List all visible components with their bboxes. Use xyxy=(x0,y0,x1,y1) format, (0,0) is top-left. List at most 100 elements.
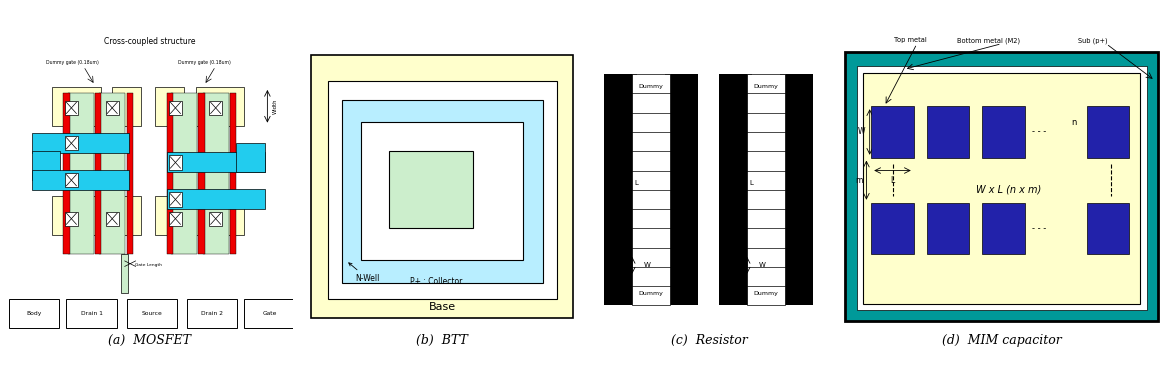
Text: Gate Length: Gate Length xyxy=(135,263,162,267)
Text: Base: Base xyxy=(428,302,456,312)
Text: Dummy gate (0.18um): Dummy gate (0.18um) xyxy=(178,59,231,65)
Bar xyxy=(311,55,574,318)
Text: n+: n+ xyxy=(434,140,450,150)
Bar xyxy=(927,106,969,158)
Text: Dummy: Dummy xyxy=(753,291,779,296)
Bar xyxy=(106,101,118,115)
Bar xyxy=(230,93,236,254)
Bar xyxy=(95,93,101,254)
Bar xyxy=(121,254,128,293)
Text: Gate: Gate xyxy=(263,311,277,316)
Text: W: W xyxy=(857,127,866,137)
Text: (d)  MIM capacitor: (d) MIM capacitor xyxy=(942,334,1062,347)
Bar xyxy=(169,192,182,207)
Bar xyxy=(167,152,265,172)
Text: Dummy gate (0.18um): Dummy gate (0.18um) xyxy=(46,59,99,65)
Text: Body: Body xyxy=(27,311,42,316)
Bar xyxy=(196,87,244,126)
Bar xyxy=(169,212,182,226)
Bar xyxy=(169,155,182,170)
Bar xyxy=(327,81,557,299)
Bar xyxy=(113,87,141,126)
Bar xyxy=(65,173,77,187)
Text: n+: n+ xyxy=(35,173,43,178)
Text: (c)  Resistor: (c) Resistor xyxy=(671,334,748,347)
Text: L: L xyxy=(635,180,638,187)
Text: L: L xyxy=(750,180,753,187)
Bar xyxy=(780,74,813,306)
Bar xyxy=(665,74,698,306)
Text: W: W xyxy=(644,262,650,268)
Bar xyxy=(341,100,543,283)
Text: - - -: - - - xyxy=(1032,127,1046,137)
Text: Top metal: Top metal xyxy=(894,38,927,43)
Text: W: W xyxy=(426,251,436,261)
Text: Dummy: Dummy xyxy=(638,291,664,296)
Text: Source: Source xyxy=(142,311,162,316)
Text: W: W xyxy=(759,262,765,268)
Text: Drain 2: Drain 2 xyxy=(202,311,223,316)
Bar xyxy=(632,74,670,306)
Bar xyxy=(68,93,94,254)
Text: Drain 1: Drain 1 xyxy=(81,311,102,316)
Bar xyxy=(32,170,129,190)
Bar xyxy=(65,212,77,226)
Bar xyxy=(244,299,294,328)
Bar xyxy=(198,93,205,254)
Bar xyxy=(63,93,69,254)
Bar xyxy=(209,101,222,115)
Text: m: m xyxy=(855,176,862,185)
Text: p+: p+ xyxy=(420,183,439,196)
Bar xyxy=(106,212,118,226)
Bar xyxy=(113,196,141,235)
Bar xyxy=(100,93,126,254)
Bar xyxy=(361,122,523,261)
Bar xyxy=(863,73,1140,304)
Bar xyxy=(171,93,197,254)
Bar xyxy=(65,136,77,150)
Bar xyxy=(127,93,133,254)
Bar xyxy=(196,196,244,235)
Bar xyxy=(846,52,1158,322)
Text: H: H xyxy=(484,185,493,195)
Text: (b)  BTT: (b) BTT xyxy=(416,334,468,347)
Bar xyxy=(52,196,101,235)
Text: Cross-coupled structure: Cross-coupled structure xyxy=(103,37,196,46)
Bar xyxy=(66,299,116,328)
Bar xyxy=(719,74,752,306)
Bar xyxy=(872,106,914,158)
Text: - - -: - - - xyxy=(1032,224,1046,233)
Bar xyxy=(8,299,59,328)
Text: Width: Width xyxy=(273,99,278,114)
Bar xyxy=(187,299,237,328)
Bar xyxy=(856,66,1147,310)
Bar xyxy=(1086,106,1128,158)
Text: W x L (n x m): W x L (n x m) xyxy=(976,185,1040,195)
Bar xyxy=(203,93,229,254)
Text: n: n xyxy=(1071,118,1076,127)
Bar xyxy=(155,196,184,235)
Text: Dummy: Dummy xyxy=(638,84,664,89)
Bar xyxy=(65,101,77,115)
Text: N-Well: N-Well xyxy=(348,263,380,283)
Bar xyxy=(167,93,174,254)
Text: Dummy: Dummy xyxy=(753,84,779,89)
Text: L: L xyxy=(890,176,895,185)
Bar xyxy=(167,189,265,209)
Bar xyxy=(155,87,184,126)
Bar xyxy=(32,133,129,153)
Bar xyxy=(982,203,1024,254)
Bar xyxy=(32,151,61,180)
Bar xyxy=(389,151,473,228)
Text: (a)  MOSFET: (a) MOSFET xyxy=(108,334,191,347)
Text: P+ : Collector: P+ : Collector xyxy=(411,277,463,286)
Bar xyxy=(747,74,785,306)
Bar xyxy=(236,143,265,172)
Bar xyxy=(169,101,182,115)
Text: Sub (p+): Sub (p+) xyxy=(1078,37,1107,44)
Bar xyxy=(927,203,969,254)
Bar xyxy=(982,106,1024,158)
Bar xyxy=(1086,203,1128,254)
Bar xyxy=(209,212,222,226)
Bar xyxy=(127,299,177,328)
